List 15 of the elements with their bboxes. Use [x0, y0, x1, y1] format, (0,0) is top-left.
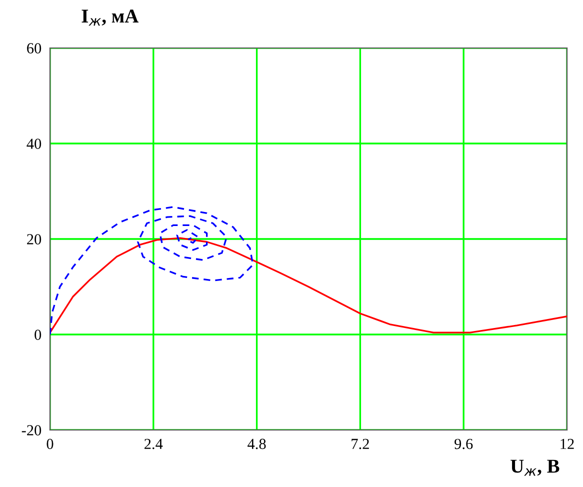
line-series [50, 206, 254, 336]
x-axis-title: U$_{ж}$, В [510, 460, 560, 476]
x-tick-label: 0 [46, 438, 54, 450]
x-tick-label: 4.8 [248, 438, 266, 450]
y-tick-label: 40 [26, 138, 42, 149]
x-tick-label: 12 [560, 438, 574, 449]
y-tick-label: -20 [22, 425, 42, 436]
x-tick-label: 7.2 [352, 438, 369, 450]
x-tick-label: 9.6 [454, 438, 473, 450]
x-tick-label: 2.4 [144, 438, 163, 450]
y-tick-label: 60 [27, 43, 42, 54]
y-axis-title: I$_{ж}$, мА [82, 10, 139, 26]
y-tick-label: 0 [34, 330, 42, 340]
line-series [50, 237, 567, 334]
y-tick-label: 20 [27, 234, 42, 244]
